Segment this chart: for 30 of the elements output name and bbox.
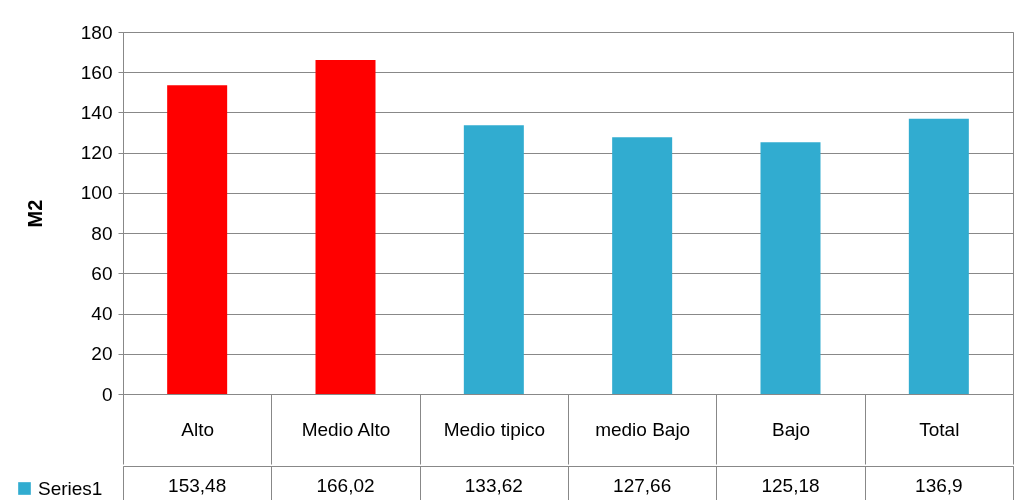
y-tick-label: 120 [80, 142, 113, 164]
bar [612, 137, 673, 394]
y-tick-label: 40 [91, 303, 113, 325]
y-tick-label: 140 [80, 101, 113, 123]
y-tick-label: 100 [80, 182, 113, 204]
bar [167, 85, 228, 394]
y-tick-label: 160 [80, 61, 113, 83]
y-tick-label: 20 [91, 343, 113, 365]
bar [760, 142, 821, 394]
y-tick-label: 60 [91, 262, 113, 284]
x-tick-label: medio Bajo [595, 418, 691, 440]
x-tick-label: Bajo [771, 418, 811, 440]
bar [463, 125, 524, 394]
y-tick-label: 0 [101, 383, 113, 405]
x-tick-label: Total [919, 418, 960, 440]
x-tick-label: Medio tipico [443, 418, 546, 440]
data-label: 125,18 [761, 475, 820, 496]
data-label: 127,66 [613, 475, 672, 496]
data-label: 166,02 [316, 475, 375, 496]
data-label: 136,9 [915, 475, 963, 496]
y-tick-label: 80 [91, 222, 113, 244]
x-tick-label: Alto [181, 418, 215, 440]
y-tick-label: 180 [80, 21, 113, 43]
bar [908, 118, 969, 394]
y-axis-title: M2 [23, 199, 46, 228]
bar [315, 60, 376, 394]
x-tick-label: Medio Alto [301, 418, 391, 440]
data-label: 133,62 [464, 475, 523, 496]
legend-label: Series1 [38, 477, 103, 499]
data-label: 153,48 [168, 475, 227, 496]
